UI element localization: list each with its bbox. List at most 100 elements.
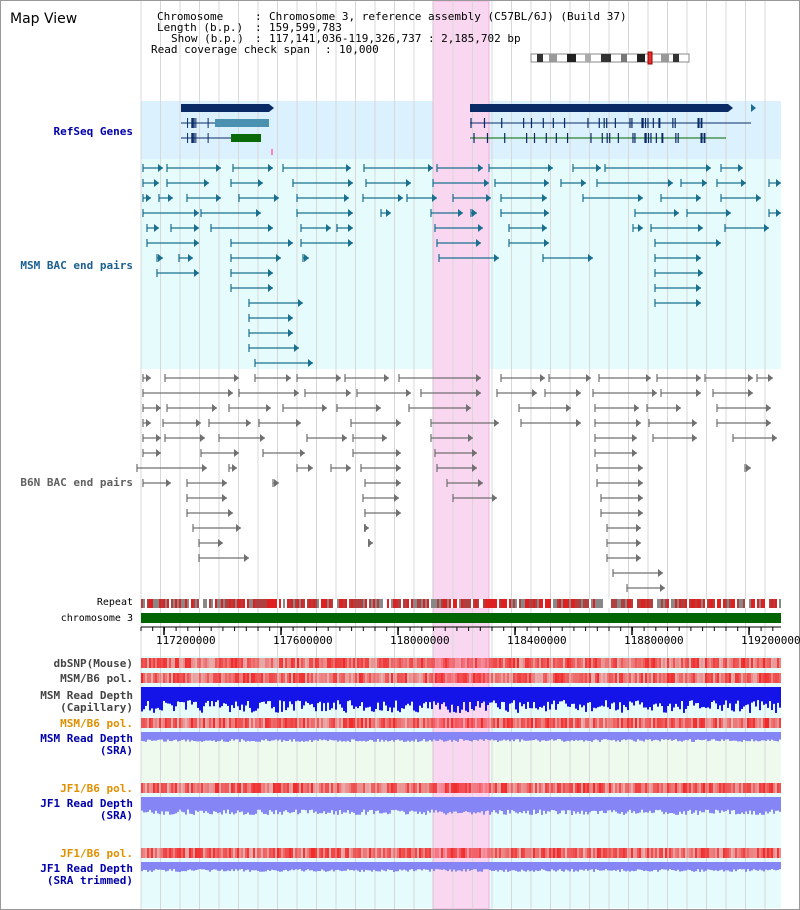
- msm-b6-pol-density: [167, 673, 169, 683]
- msm-sra-depth: [287, 732, 289, 742]
- repeat-block: [141, 599, 143, 608]
- msm-capillary-depth: [247, 687, 249, 702]
- msm-bac-end: [716, 239, 721, 247]
- jf1-sra-depth: [577, 797, 579, 812]
- msm-bac-end: [348, 179, 353, 187]
- jf1-b6-pol-density: [617, 848, 619, 858]
- msm-sra-depth: [443, 732, 445, 742]
- track-label-dbsnp[interactable]: dbSNP(Mouse): [53, 657, 133, 670]
- track-label-msm-depth-sra-2[interactable]: (SRA): [99, 744, 133, 757]
- msm-b6-pol-density: [581, 718, 583, 728]
- repeat-block: [503, 599, 505, 608]
- repeat-block: [695, 599, 697, 608]
- repeat-block: [717, 599, 719, 608]
- jf1-sra-depth: [357, 797, 359, 815]
- repeat-block: [369, 599, 371, 608]
- jf1-trimmed-depth: [599, 862, 601, 871]
- track-label-refseq[interactable]: RefSeq Genes: [53, 125, 133, 138]
- msm-sra-depth: [637, 732, 639, 740]
- track-label-msm-b6-pol-2[interactable]: MSM/B6 pol.: [60, 717, 133, 730]
- jf1-sra-depth: [253, 797, 255, 815]
- jf1-sra-depth: [323, 797, 325, 812]
- jf1-sra-depth: [715, 797, 717, 810]
- jf1-trimmed-depth: [601, 862, 603, 871]
- track-label-jf1-depth-sra-1[interactable]: JF1 Read Depth: [40, 797, 133, 810]
- b6n-bac-end: [746, 464, 751, 472]
- repeat-block: [633, 599, 635, 608]
- msm-b6-pol-density: [509, 718, 511, 728]
- repeat-block: [439, 599, 441, 608]
- jf1-trimmed-depth: [201, 862, 203, 870]
- track-label-jf1-depth-sra-2[interactable]: (SRA): [99, 809, 133, 822]
- dbsnp-density: [337, 658, 339, 668]
- msm-sra-depth: [603, 732, 605, 740]
- jf1-trimmed-depth: [351, 862, 353, 870]
- axis-tick-label: 119200000: [741, 634, 800, 647]
- msm-bac-end: [204, 179, 209, 187]
- jf1-sra-depth: [291, 797, 293, 813]
- jf1-b6-pol-density: [517, 848, 519, 858]
- ideogram-band: [673, 54, 679, 62]
- jf1-sra-depth: [209, 797, 211, 815]
- msm-capillary-depth: [407, 687, 409, 704]
- msm-capillary-depth: [345, 687, 347, 713]
- jf1-sra-depth: [155, 797, 157, 811]
- msm-sra-depth: [537, 732, 539, 741]
- track-label-jf1-depth-trim-2[interactable]: (SRA trimmed): [46, 874, 133, 887]
- msm-b6-pol-density: [741, 673, 743, 683]
- jf1-b6-pol-density: [563, 848, 565, 858]
- track-label-b6n-bac[interactable]: B6N BAC end pairs: [20, 476, 133, 489]
- dbsnp-density: [705, 658, 707, 668]
- msm-capillary-depth: [669, 687, 671, 704]
- msm-b6-pol-density: [247, 718, 249, 728]
- jf1-b6-pol-density: [443, 848, 445, 858]
- repeat-block: [415, 599, 417, 608]
- b6n-bac-end: [472, 449, 477, 457]
- msm-capillary-depth: [759, 687, 761, 711]
- repeat-block: [353, 599, 355, 608]
- jf1-b6-pol-density: [159, 848, 161, 858]
- track-label-msm-depth-sra-1[interactable]: MSM Read Depth: [40, 732, 133, 745]
- msm-sra-depth: [349, 732, 351, 742]
- repeat-block: [747, 599, 749, 608]
- repeat-block: [675, 599, 677, 608]
- repeat-block: [649, 599, 651, 608]
- dbsnp-density: [159, 658, 161, 668]
- dbsnp-density: [299, 658, 301, 668]
- jf1-b6-pol-density: [169, 848, 171, 858]
- jf1-b6-pol-density: [757, 783, 759, 793]
- msm-b6-pol-density: [197, 673, 199, 683]
- jf1-b6-pol-density: [519, 848, 521, 858]
- msm-sra-depth: [617, 732, 619, 741]
- jf1-b6-pol-density: [751, 783, 753, 793]
- dbsnp-density: [221, 658, 223, 668]
- track-label-jf1-depth-trim-1[interactable]: JF1 Read Depth: [40, 862, 133, 875]
- repeat-block: [231, 599, 233, 608]
- dbsnp-density: [347, 658, 349, 668]
- jf1-sra-depth: [665, 797, 667, 813]
- track-label-msm-b6-pol-1[interactable]: MSM/B6 pol.: [60, 672, 133, 685]
- repeat-block: [241, 599, 243, 608]
- msm-b6-pol-density: [539, 673, 541, 683]
- msm-capillary-depth: [477, 687, 479, 702]
- msm-b6-pol-density: [561, 673, 563, 683]
- jf1-trimmed-depth: [483, 862, 485, 870]
- track-label-msm-depth-cap-1[interactable]: MSM Read Depth: [40, 689, 133, 702]
- track-label-msm-depth-cap-2[interactable]: (Capillary): [60, 701, 133, 714]
- msm-sra-depth: [399, 732, 401, 741]
- msm-b6-pol-density: [207, 673, 209, 683]
- msm-capillary-depth: [565, 687, 567, 704]
- msm-b6-pol-density: [203, 673, 205, 683]
- track-label-jf1-b6-pol-1[interactable]: JF1/B6 pol.: [60, 782, 133, 795]
- repeat-block: [411, 599, 413, 608]
- dbsnp-density: [519, 658, 521, 668]
- msm-sra-depth: [607, 732, 609, 740]
- msm-b6-pol-density: [511, 673, 513, 683]
- repeat-block: [227, 599, 229, 608]
- dbsnp-density: [375, 658, 377, 668]
- msm-b6-pol-density: [533, 718, 535, 728]
- jf1-sra-depth: [255, 797, 257, 814]
- track-label-jf1-b6-pol-2[interactable]: JF1/B6 pol.: [60, 847, 133, 860]
- dbsnp-density: [499, 658, 501, 668]
- track-label-msm-bac[interactable]: MSM BAC end pairs: [20, 259, 133, 272]
